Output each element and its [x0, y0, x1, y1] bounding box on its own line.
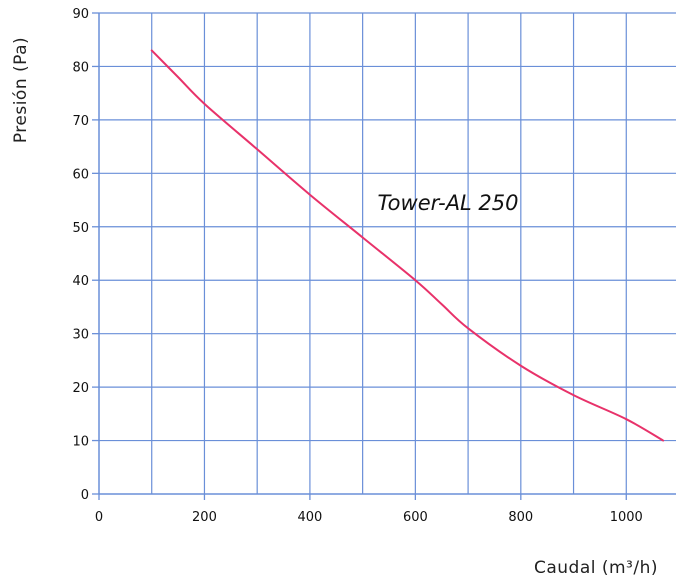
- series-line: [150, 49, 665, 442]
- y-tick-label: 90: [72, 7, 89, 22]
- x-tick-label: 400: [297, 510, 322, 525]
- x-tick-label: 1000: [610, 510, 643, 525]
- series-label: Tower-AL 250: [377, 191, 518, 215]
- y-tick-label: 80: [72, 60, 89, 75]
- y-tick-label: 10: [72, 435, 89, 450]
- y-tick-label: 60: [72, 167, 89, 182]
- x-tick-label: 800: [508, 510, 533, 525]
- x-tick-label: 200: [192, 510, 217, 525]
- y-tick-label: 0: [81, 488, 89, 503]
- grid: [99, 12, 676, 494]
- x-tick-label: 600: [403, 510, 428, 525]
- y-tick-label: 70: [72, 114, 89, 129]
- y-tick-label: 20: [72, 381, 89, 396]
- x-tick-label: 0: [95, 510, 103, 525]
- x-axis-label: Caudal (m³/h): [534, 558, 658, 578]
- y-axis-label: Presión (Pa): [11, 37, 31, 143]
- y-tick-label: 50: [72, 221, 89, 236]
- series-layer: Tower-AL 250: [150, 49, 665, 442]
- y-tick-label: 40: [72, 274, 89, 289]
- y-tick-label: 30: [72, 328, 89, 343]
- axes: 0 10 20 30 40 50 60 70 80 90 0 200 400 600 800 1000: [72, 7, 676, 525]
